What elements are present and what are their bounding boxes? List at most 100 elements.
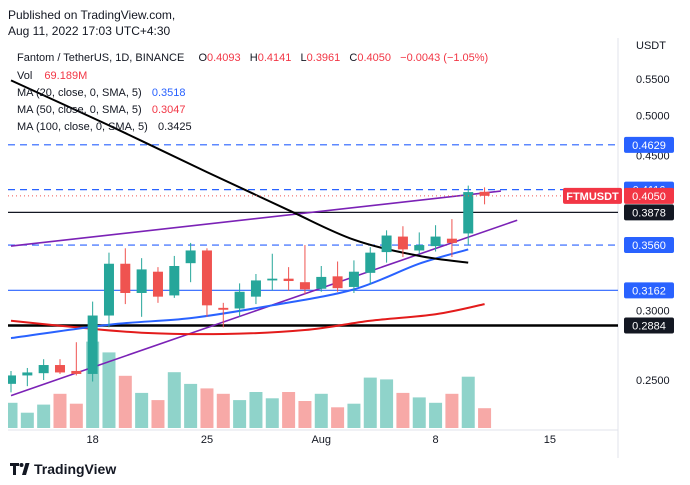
level-tag xyxy=(624,282,674,299)
volume-bar xyxy=(8,402,18,428)
price-chart[interactable]: 0.5500 0.5000 0.4500 0.3000 0.2500 USDT 18 25 Au… xyxy=(8,38,690,458)
candle-body xyxy=(348,271,359,287)
candle-body xyxy=(414,245,425,251)
candle-body xyxy=(234,291,245,309)
level-tag xyxy=(624,136,674,153)
candle-body xyxy=(250,280,261,297)
legend-volume: Vol 69.189M xyxy=(17,70,87,82)
upper-channel-line xyxy=(10,190,501,247)
volume-bar xyxy=(445,393,459,428)
volume-bar xyxy=(37,404,51,428)
legend-h-label: H xyxy=(249,52,258,64)
legend-ma50-label: MA (50, close, 0, SMA, 5) xyxy=(17,104,142,116)
published-datetime: Aug 11, 2022 17:03 UTC+4:30 xyxy=(8,24,171,38)
legend-low: 0.3961 xyxy=(306,52,341,64)
y-tick-label: 0.3000 xyxy=(636,305,670,317)
y-tick-label: 0.5500 xyxy=(636,74,670,86)
candle-body xyxy=(22,372,33,376)
volume-bar xyxy=(69,403,83,428)
volume-bar xyxy=(167,372,181,428)
legend-symbol: Fantom / TetherUS, 1D, BINANCE xyxy=(17,52,185,64)
candle-body xyxy=(381,235,392,253)
legend-close: 0.4050 xyxy=(357,52,392,64)
legend-ma20-value: 0.3518 xyxy=(151,87,186,99)
volume-bar xyxy=(233,400,247,428)
legend-c-label: C xyxy=(349,52,358,64)
legend-o-label: O xyxy=(198,52,207,64)
candle-body xyxy=(8,375,16,384)
candle-body xyxy=(299,282,310,290)
volume-bar xyxy=(282,392,296,428)
volume-bar xyxy=(135,392,149,428)
legend-vol-value: 69.189M xyxy=(44,70,88,82)
candle-body xyxy=(136,269,147,293)
candle-body xyxy=(365,252,376,273)
x-tick-label: 15 xyxy=(544,434,556,446)
candle-body xyxy=(430,236,441,247)
volume-bar xyxy=(331,407,345,428)
candle-body xyxy=(185,250,196,264)
candle-body xyxy=(446,238,457,243)
volume-bar xyxy=(53,393,67,428)
volume-bar xyxy=(412,397,426,428)
tradingview-logo-icon xyxy=(10,463,30,475)
volume-bar xyxy=(380,379,394,428)
price-tag-label: 0.4050 xyxy=(632,191,666,203)
candle-body xyxy=(463,192,474,234)
x-tick-label: 25 xyxy=(201,434,213,446)
candle-body xyxy=(316,276,327,289)
volume-bar xyxy=(265,398,279,428)
candle-body xyxy=(71,370,82,374)
ma100-line xyxy=(10,79,469,264)
candle-body xyxy=(479,191,490,196)
volume-bar xyxy=(249,392,263,428)
level-tag xyxy=(624,317,674,334)
volume-bar xyxy=(429,402,443,428)
legend-ma50: MA (50, close, 0, SMA, 5) 0.3047 xyxy=(17,104,186,116)
y-tick-label: 0.2500 xyxy=(636,375,670,387)
candle-body xyxy=(54,365,65,373)
legend-ma100: MA (100, close, 0, SMA, 5) 0.3425 xyxy=(17,121,192,133)
volume-bar xyxy=(298,401,312,428)
level-tag-label: 0.2884 xyxy=(632,320,666,332)
y-tick-label: 0.5000 xyxy=(636,110,670,122)
volume-bar xyxy=(184,383,198,428)
x-tick-label: Aug xyxy=(311,434,331,446)
x-tick-label: 18 xyxy=(87,434,99,446)
level-tag xyxy=(624,237,674,254)
volume-bar xyxy=(151,400,165,428)
candle-body xyxy=(218,307,229,310)
volume-bar xyxy=(314,393,328,428)
volume-bar xyxy=(347,403,361,428)
price-tag xyxy=(624,187,674,204)
candle-body xyxy=(103,263,114,316)
volume-bar xyxy=(396,392,410,428)
level-tag-label: 0.3560 xyxy=(632,240,666,252)
volume-bar xyxy=(363,377,377,428)
volume-bar xyxy=(478,408,492,428)
candle-body xyxy=(283,278,294,282)
y-tick-label: 0.4500 xyxy=(636,151,670,163)
level-tag xyxy=(624,204,674,221)
footer-brand: TradingView xyxy=(10,461,116,477)
level-tag-label: 0.4629 xyxy=(632,140,666,152)
legend-ma50-value: 0.3047 xyxy=(151,104,186,116)
candle-body xyxy=(120,263,131,293)
legend-vol-label: Vol xyxy=(17,70,33,82)
volume-bar xyxy=(20,412,34,428)
legend-high: 0.4141 xyxy=(257,52,292,64)
legend-ohlc: Fantom / TetherUS, 1D, BINANCE O0.4093 H… xyxy=(17,52,488,64)
candle-body xyxy=(201,250,212,306)
currency-label: USDT xyxy=(636,40,666,52)
candle-body xyxy=(87,315,98,374)
symbol-tag xyxy=(563,187,622,204)
lower-channel-line xyxy=(10,219,518,397)
legend-ma20-label: MA (20, close, 0, SMA, 5) xyxy=(17,87,142,99)
candle-body xyxy=(169,265,180,296)
candle-body xyxy=(397,236,408,250)
x-tick-label: 8 xyxy=(433,434,439,446)
legend-l-label: L xyxy=(300,52,307,64)
candle-body xyxy=(267,278,278,281)
legend-ma100-value: 0.3425 xyxy=(157,121,192,133)
